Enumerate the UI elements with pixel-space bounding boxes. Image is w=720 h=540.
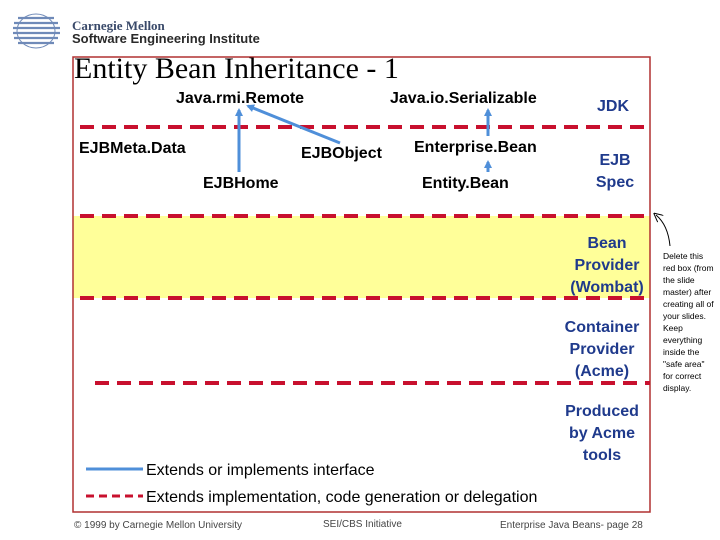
footer-page-number: Enterprise Java Beans- page 28 bbox=[500, 520, 643, 531]
layer-label-bean-provider-line-2: Provider bbox=[574, 257, 640, 274]
note-pointer-arrow bbox=[656, 215, 671, 247]
footer-initiative: SEI/CBS Initiative bbox=[323, 519, 402, 530]
layer-label-container-provider-line-1: Container bbox=[564, 319, 640, 336]
layer-label-bean-provider-line-3: (Wombat) bbox=[570, 279, 644, 296]
layer-label-ejb-spec-line-1: EJB bbox=[599, 152, 631, 169]
logo-line-2: Software Engineering Institute bbox=[72, 31, 260, 46]
cmu-globe-logo-icon bbox=[13, 13, 60, 49]
footer-copyright: © 1999 by Carnegie Mellon University bbox=[74, 520, 243, 531]
safe-area-note: Delete this red box (from the slide mast… bbox=[663, 251, 714, 393]
legend-extends-interface: Extends or implements interface bbox=[146, 462, 375, 479]
legend-extends-implementation: Extends implementation, code generation … bbox=[146, 489, 538, 506]
class-java-io-serializable: Java.io.Serializable bbox=[390, 90, 537, 107]
class-ejb-home: EJBHome bbox=[203, 175, 279, 192]
layer-label-ejb-spec-line-2: Spec bbox=[595, 174, 635, 191]
class-java-rmi-remote: Java.rmi.Remote bbox=[176, 90, 305, 107]
layer-label-container-provider-line-3: (Acme) bbox=[574, 363, 630, 380]
layer-label-ejb-spec: EJB Spec bbox=[585, 150, 645, 194]
layer-label-container-provider: Container Provider (Acme) bbox=[557, 317, 647, 383]
layer-label-produced-line-1: Produced bbox=[565, 403, 639, 420]
layer-label-produced-line-3: tools bbox=[582, 447, 622, 464]
layer-label-jdk: JDK bbox=[596, 98, 629, 115]
page-title: Entity Bean Inheritance - 1 bbox=[74, 52, 399, 85]
safe-area-frame bbox=[72, 56, 651, 513]
layer-label-container-provider-line-2: Provider bbox=[569, 341, 635, 358]
class-entity-bean: Entity.Bean bbox=[422, 175, 509, 192]
bean-provider-band bbox=[73, 216, 650, 298]
layer-label-produced-by-acme: Produced by Acme tools bbox=[557, 401, 647, 467]
logo-line-1: Carnegie Mellon bbox=[72, 18, 165, 33]
layer-label-produced-line-2: by Acme bbox=[568, 425, 636, 442]
class-ejb-meta-data: EJBMeta.Data bbox=[79, 140, 186, 157]
class-enterprise-bean: Enterprise.Bean bbox=[414, 139, 537, 156]
class-ejb-object: EJBObject bbox=[301, 145, 382, 162]
layer-label-bean-provider-line-1: Bean bbox=[587, 235, 627, 252]
layer-label-bean-provider: Bean Provider (Wombat) bbox=[562, 233, 652, 299]
arrow-ejbobject-remote bbox=[246, 104, 341, 145]
